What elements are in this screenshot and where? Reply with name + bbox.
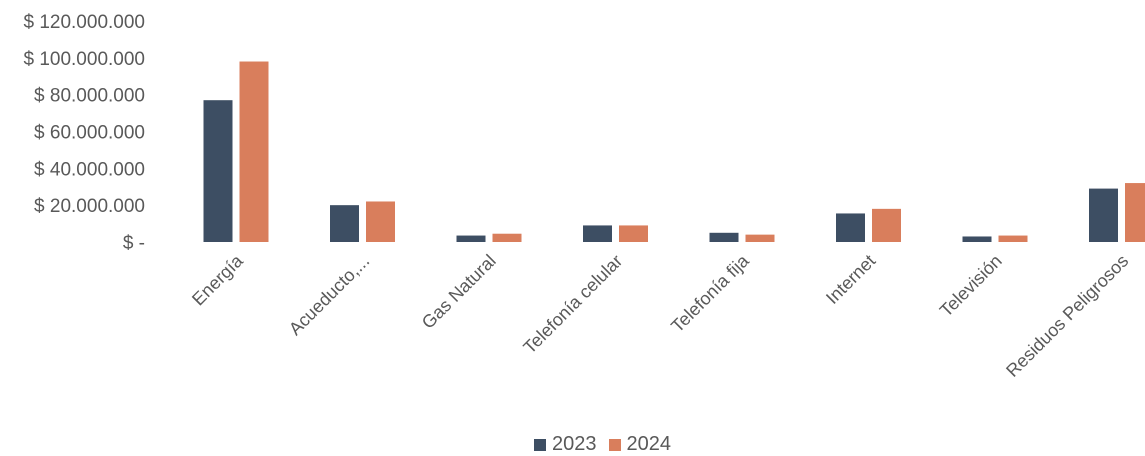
legend-swatch-2024	[609, 439, 621, 451]
bar-2023	[583, 225, 612, 242]
y-tick-label: $ 100.000.000	[23, 49, 145, 70]
bar-2024	[366, 201, 395, 242]
y-tick-label: $ 20.000.000	[34, 196, 145, 217]
x-category-label: Telefonía fija	[667, 250, 753, 336]
y-tick-label: $ 120.000.000	[23, 12, 145, 33]
bar-2023	[836, 213, 865, 242]
bars	[204, 62, 1145, 242]
x-category-label: Internet	[822, 251, 879, 308]
bar-2023	[457, 236, 486, 242]
bar-2024	[493, 234, 522, 242]
x-category-label: Acueducto,...	[285, 251, 373, 339]
y-axis-ticks: $ - $ 20.000.000 $ 40.000.000 $ 60.000.000 $…	[23, 12, 145, 254]
bar-2023	[330, 205, 359, 242]
y-tick-label: $ 60.000.000	[34, 123, 145, 144]
legend-swatch-2023	[534, 439, 546, 451]
x-category-label: Gas Natural	[418, 251, 500, 333]
x-category-label: Residuos Peligrosos	[1002, 251, 1132, 381]
bar-2023	[1089, 189, 1118, 242]
bar-2023	[963, 236, 992, 242]
x-category-label: Telefonía celular	[519, 251, 626, 358]
bar-2024	[619, 225, 648, 242]
x-category-label: Energía	[188, 250, 247, 309]
bar-2024	[1125, 183, 1145, 242]
y-tick-label: $ 40.000.000	[34, 159, 145, 180]
y-tick-label: $ 80.000.000	[34, 86, 145, 107]
bar-2024	[240, 62, 269, 242]
x-category-label: Televisión	[936, 251, 1006, 321]
y-tick-label: $ -	[123, 233, 145, 254]
bar-2023	[710, 233, 739, 242]
bar-chart: $ - $ 20.000.000 $ 40.000.000 $ 60.000.000 $…	[0, 0, 1145, 430]
bar-2024	[872, 209, 901, 242]
bar-2023	[204, 100, 233, 242]
bar-2024	[999, 236, 1028, 242]
bar-2024	[746, 235, 775, 242]
